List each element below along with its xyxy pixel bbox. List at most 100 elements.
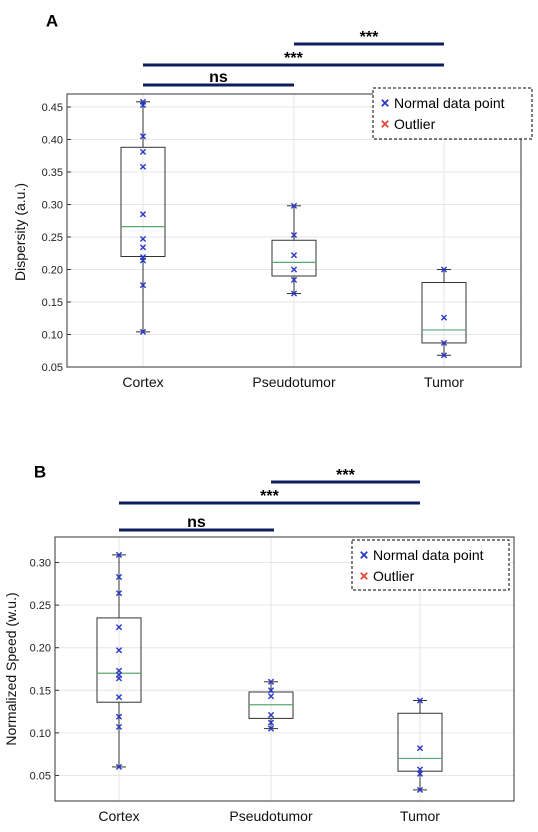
data-point bbox=[139, 133, 147, 140]
data-point bbox=[115, 713, 123, 720]
data-point bbox=[139, 328, 147, 335]
x-tick-label: Tumor bbox=[400, 808, 440, 824]
data-point-stroke bbox=[139, 328, 147, 335]
data-point-stroke bbox=[139, 282, 147, 289]
data-point-stroke bbox=[440, 314, 448, 321]
y-axis-label: Normalized Speed (w.u.) bbox=[3, 592, 19, 745]
data-point bbox=[139, 254, 147, 261]
data-point-stroke bbox=[115, 763, 123, 771]
legend: Normal data point Outlier bbox=[351, 539, 510, 591]
data-point bbox=[267, 725, 275, 732]
data-point bbox=[115, 573, 123, 581]
data-point-stroke bbox=[115, 723, 123, 731]
data-point-stroke bbox=[115, 713, 123, 720]
data-point bbox=[267, 678, 275, 685]
data-point bbox=[290, 202, 298, 209]
box-pseudotumor bbox=[271, 202, 317, 297]
legend-entry: Normal data point bbox=[394, 95, 505, 111]
y-tick-label: 0.35 bbox=[42, 167, 63, 179]
legend-entry: Normal data point bbox=[373, 547, 484, 563]
y-tick-label: 0.25 bbox=[42, 232, 63, 244]
data-point-stroke bbox=[115, 573, 123, 581]
data-point-stroke bbox=[267, 693, 275, 700]
significance-label: ns bbox=[209, 69, 228, 86]
data-point bbox=[267, 687, 275, 694]
data-point-stroke bbox=[290, 266, 298, 273]
legend-marker bbox=[360, 551, 368, 559]
data-point bbox=[440, 266, 448, 273]
plot-frame bbox=[54, 536, 515, 802]
y-tick-label: 0.10 bbox=[42, 330, 63, 342]
box-cortex bbox=[96, 551, 142, 771]
panel-label: B bbox=[34, 462, 46, 481]
data-point-stroke bbox=[267, 678, 275, 685]
box-iqr bbox=[397, 712, 443, 772]
data-point bbox=[139, 98, 147, 105]
data-point bbox=[290, 252, 298, 259]
data-point bbox=[139, 282, 147, 289]
data-point-stroke bbox=[115, 624, 123, 631]
data-point-stroke bbox=[440, 339, 448, 347]
data-point bbox=[115, 647, 123, 654]
data-point bbox=[115, 723, 123, 731]
data-point-stroke bbox=[139, 133, 147, 140]
data-point bbox=[290, 290, 298, 297]
y-tick-label: 0.15 bbox=[30, 685, 51, 697]
data-point bbox=[139, 244, 147, 251]
data-point-stroke bbox=[115, 551, 123, 558]
data-point bbox=[115, 624, 123, 631]
data-point-stroke bbox=[440, 266, 448, 273]
data-point-stroke bbox=[115, 647, 123, 654]
data-point-stroke bbox=[416, 697, 424, 704]
data-point bbox=[267, 719, 275, 726]
significance-label: *** bbox=[360, 29, 379, 46]
data-point bbox=[115, 763, 123, 771]
data-point-stroke bbox=[267, 719, 275, 726]
legend-marker bbox=[360, 572, 368, 580]
legend-entry: Outlier bbox=[373, 568, 415, 584]
data-point bbox=[440, 314, 448, 321]
data-point-stroke bbox=[139, 211, 147, 218]
y-tick-label: 0.30 bbox=[42, 200, 63, 212]
plot-frame bbox=[66, 93, 522, 368]
data-point bbox=[290, 231, 298, 239]
data-point bbox=[139, 163, 147, 170]
data-point bbox=[115, 551, 123, 558]
data-point-stroke bbox=[267, 725, 275, 732]
data-point bbox=[139, 211, 147, 218]
x-tick-label: Tumor bbox=[424, 374, 464, 390]
data-point-stroke bbox=[115, 694, 123, 701]
data-point bbox=[416, 745, 424, 752]
y-tick-label: 0.40 bbox=[42, 135, 63, 147]
data-point-stroke bbox=[139, 148, 147, 155]
data-point-stroke bbox=[290, 202, 298, 209]
data-point-stroke bbox=[267, 687, 275, 694]
data-point bbox=[416, 766, 424, 773]
significance-label: *** bbox=[336, 467, 355, 484]
data-point-stroke bbox=[290, 290, 298, 297]
data-point-stroke bbox=[290, 276, 298, 283]
data-point-stroke bbox=[115, 667, 123, 674]
significance-label: ns bbox=[187, 514, 206, 531]
data-point-stroke bbox=[139, 235, 147, 243]
y-tick-label: 0.20 bbox=[42, 265, 63, 277]
data-point bbox=[115, 667, 123, 674]
box-pseudotumor bbox=[248, 678, 294, 732]
data-point bbox=[139, 235, 147, 243]
data-point bbox=[416, 786, 424, 794]
x-tick-label: Cortex bbox=[98, 808, 139, 824]
y-tick-label: 0.15 bbox=[42, 297, 63, 309]
legend-entry: Outlier bbox=[394, 116, 436, 132]
data-point bbox=[440, 339, 448, 347]
chart-panel-A: A 0.05 0.10 0.15 0.20 0.25 0.30 0.35 0.40 0.45 Dis… bbox=[12, 11, 533, 390]
x-tick-label: Pseudotumor bbox=[229, 808, 313, 824]
data-point-stroke bbox=[440, 352, 448, 359]
box-tumor bbox=[397, 697, 443, 794]
data-point-stroke bbox=[416, 766, 424, 773]
data-point-stroke bbox=[139, 244, 147, 251]
data-point bbox=[115, 694, 123, 701]
y-tick-label: 0.05 bbox=[42, 362, 63, 374]
x-tick-label: Cortex bbox=[122, 374, 163, 390]
data-point-stroke bbox=[139, 163, 147, 170]
data-point-stroke bbox=[139, 254, 147, 261]
